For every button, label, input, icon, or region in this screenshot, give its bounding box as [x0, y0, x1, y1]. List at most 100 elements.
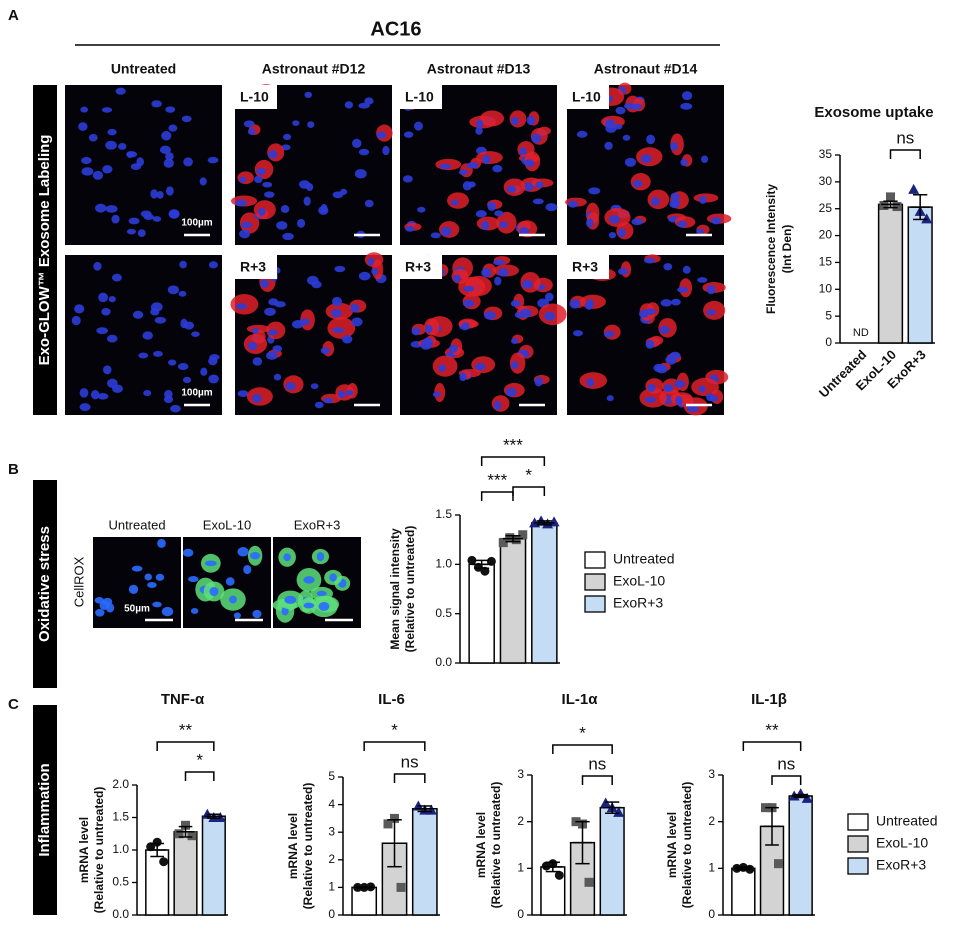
nucleus [314, 401, 324, 409]
nucleus [167, 285, 179, 295]
nucleus [126, 151, 134, 158]
nucleus [292, 319, 304, 329]
nucleus [606, 395, 614, 402]
side-label: Oxidative stress [36, 526, 53, 642]
nucleus [481, 267, 492, 278]
data-point [498, 538, 508, 548]
nucleus [572, 330, 584, 337]
nucleus [367, 257, 375, 266]
y-tick-label: 3 [517, 767, 524, 781]
y-tick-label: 0.5 [112, 875, 129, 889]
y-axis-label: mRNA level [665, 812, 679, 878]
nucleus [105, 140, 117, 150]
nucleus [208, 261, 218, 269]
error-bar [881, 200, 900, 209]
nucleus [249, 552, 261, 560]
y-tick-label: 1.0 [112, 842, 129, 856]
micrograph [567, 254, 729, 416]
nucleus [432, 391, 441, 398]
nucleus [382, 145, 390, 156]
nucleus [153, 350, 163, 357]
nucleus [284, 595, 297, 604]
nucleus [102, 165, 113, 174]
nucleus [136, 157, 145, 167]
y-tick-label: 1.0 [435, 557, 452, 571]
nucleus [118, 142, 127, 150]
nucleus [307, 121, 315, 128]
nucleus [267, 329, 278, 336]
nucleus [152, 216, 162, 222]
y-tick-label: 0.0 [112, 907, 129, 921]
significance-bracket [742, 741, 802, 751]
nucleus [272, 345, 283, 353]
error-bar [204, 813, 223, 819]
side-label: Exo-GLOW™ Exosome Labeling [36, 135, 53, 366]
nucleus [364, 97, 374, 105]
nucleus [680, 102, 693, 110]
nucleus [268, 150, 278, 159]
data-point [511, 535, 521, 545]
nucleus [476, 119, 484, 129]
nucleus [438, 364, 447, 372]
nucleus [152, 601, 162, 608]
nucleus [647, 384, 656, 392]
nucleus [545, 203, 558, 212]
nucleus [523, 182, 534, 191]
nucleus [95, 203, 107, 213]
cell-line: AC16 [370, 18, 421, 40]
error-bar [502, 534, 524, 543]
data-point [467, 555, 477, 565]
nucleus [188, 576, 199, 583]
nucleus [332, 191, 344, 199]
nucleus [493, 400, 502, 411]
nucleus [163, 158, 174, 168]
nucleus [341, 334, 353, 344]
significance-bracket [184, 771, 215, 781]
nucleus [586, 218, 594, 228]
nucleus [430, 232, 441, 239]
nucleus [603, 330, 615, 338]
nucleus [107, 128, 117, 136]
nucleus [150, 189, 158, 199]
nucleus [237, 547, 249, 557]
column-label: Astronaut #D14 [594, 61, 698, 77]
nucleus [142, 331, 153, 340]
bar [531, 522, 558, 664]
side-bar [33, 480, 57, 688]
nucleus [280, 205, 290, 214]
data-point [390, 813, 399, 823]
nucleus [90, 390, 100, 400]
nucleus [696, 228, 704, 235]
value-label: ND [853, 327, 869, 339]
nucleus [143, 390, 152, 397]
side-bar [33, 85, 57, 415]
nucleus [497, 268, 509, 277]
nucleus [126, 228, 137, 235]
nucleus [235, 303, 247, 310]
nucleus [510, 337, 519, 345]
nucleus [698, 385, 706, 393]
nucleus [199, 177, 207, 186]
nucleus [682, 265, 691, 274]
nucleus [170, 404, 181, 413]
nucleus [93, 261, 102, 271]
nucleus [519, 227, 530, 235]
y-axis-label: Mean signal intensity [388, 528, 402, 650]
nucleus [526, 115, 536, 126]
nucleus [494, 210, 504, 217]
legend-label: ExoR+3 [876, 857, 926, 873]
nucleus [243, 120, 255, 128]
nucleus [101, 307, 111, 316]
nucleus [131, 565, 143, 572]
nucleus [677, 286, 689, 293]
nucleus [264, 307, 276, 316]
bar [788, 795, 813, 916]
nucleus [239, 176, 247, 183]
nucleus [706, 309, 717, 316]
tag-box [235, 255, 277, 279]
nucleus [103, 365, 112, 375]
data-point [214, 812, 226, 822]
nucleus [179, 260, 187, 269]
nucleus [208, 374, 219, 384]
column-label: Astronaut #D13 [427, 61, 531, 77]
